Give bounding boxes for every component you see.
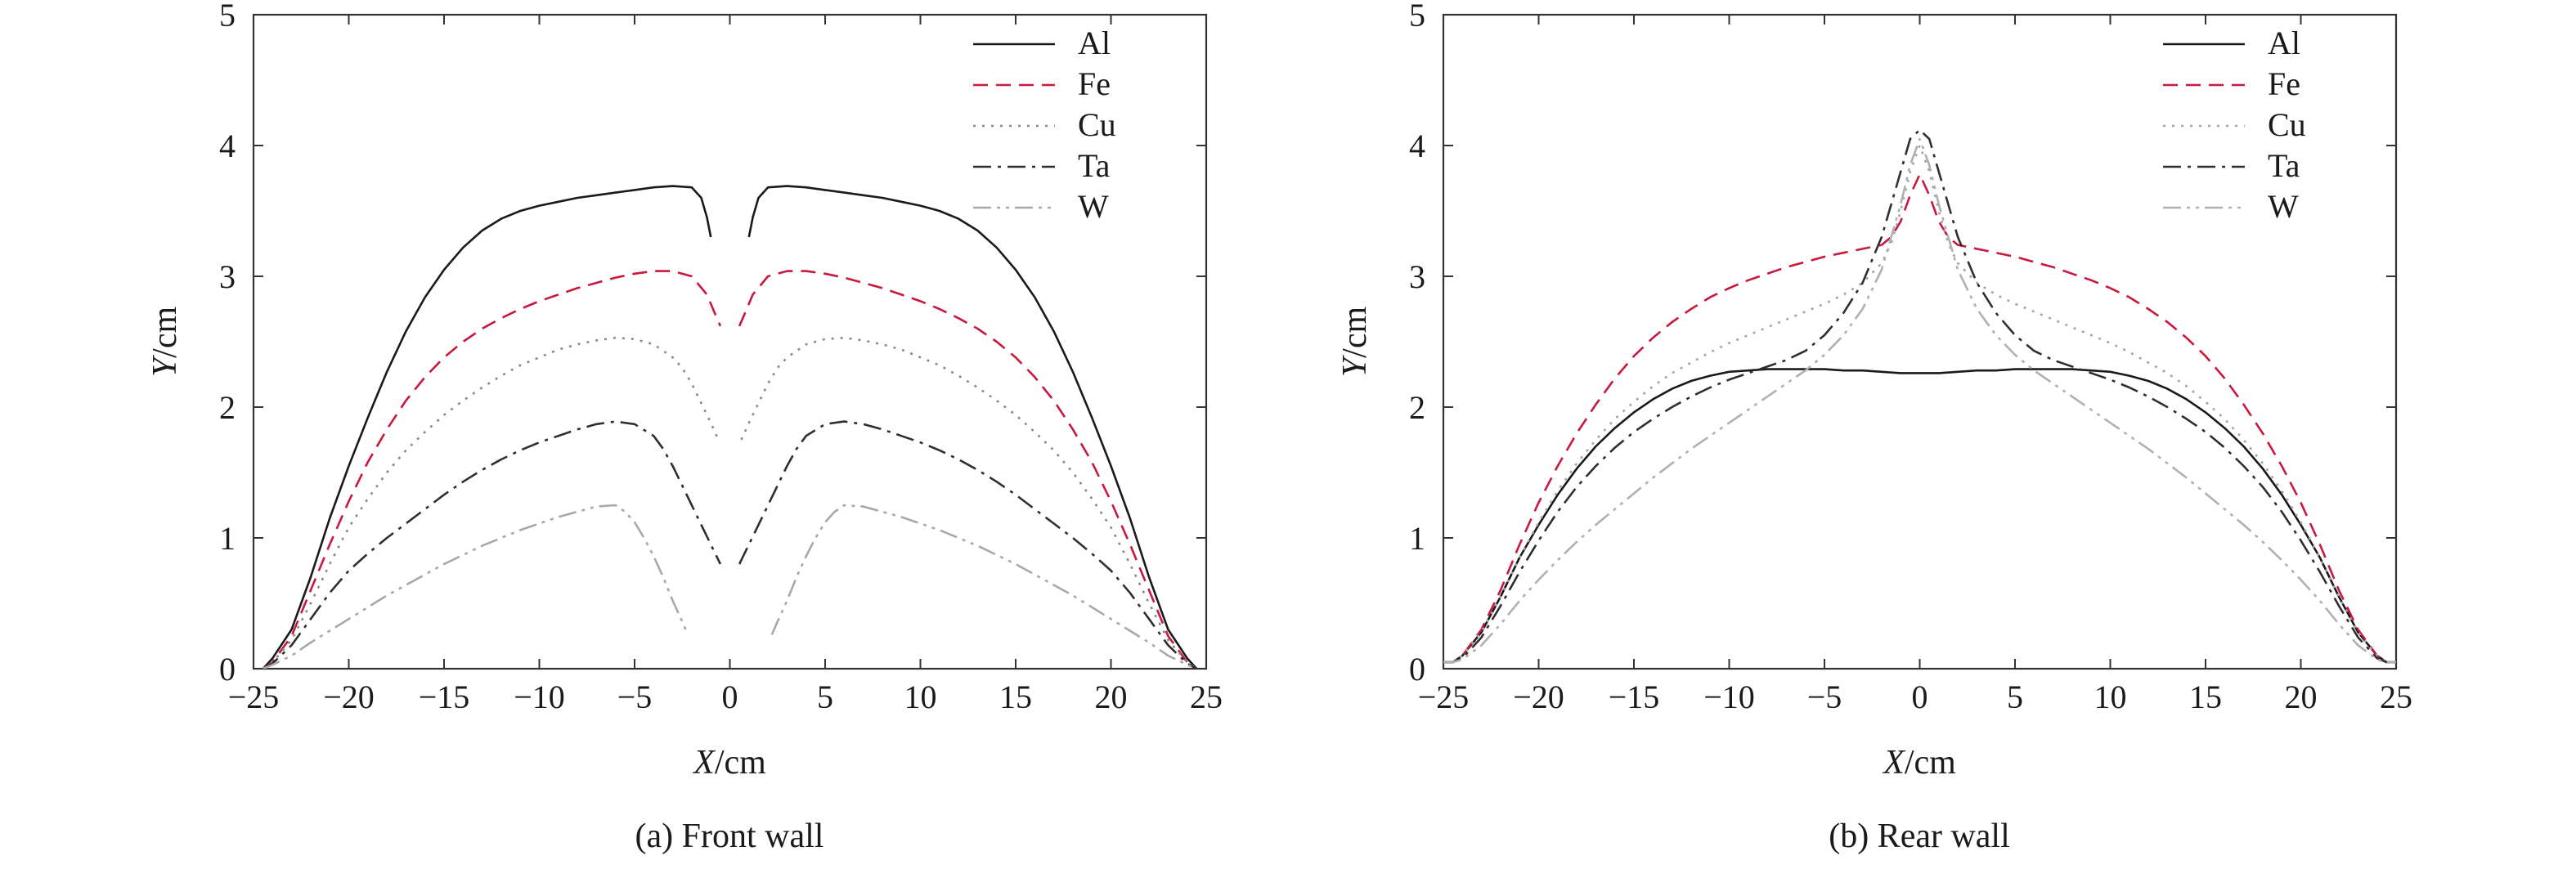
legend-label-ta: Ta xyxy=(2268,147,2300,184)
x-tick-label: −15 xyxy=(1609,679,1660,715)
x-axis-title: X/cm xyxy=(692,744,766,782)
x-axis-var: X xyxy=(1882,744,1906,782)
series-fe xyxy=(1443,172,2396,664)
y-axis-title: Y/cm xyxy=(1336,307,1374,378)
y-tick-label: 4 xyxy=(219,128,236,164)
x-tick-label: 5 xyxy=(2007,679,2023,715)
legend-label-al: Al xyxy=(1078,25,1111,61)
x-tick-label: 15 xyxy=(999,679,1032,715)
x-tick-label: 10 xyxy=(2094,679,2127,715)
series-line-ta xyxy=(262,420,722,669)
series-fe xyxy=(262,270,1198,669)
y-tick-label: 3 xyxy=(1409,258,1425,295)
series-line-al xyxy=(747,185,1198,669)
plot-frame xyxy=(1442,13,2398,670)
x-tick-label: 10 xyxy=(904,679,937,715)
series-cu xyxy=(1443,144,2396,664)
series-w xyxy=(1443,137,2396,664)
x-tick-label: −10 xyxy=(1703,679,1755,715)
y-tick-label: 3 xyxy=(219,258,236,295)
series-line-fe xyxy=(738,270,1198,669)
series-w xyxy=(263,504,1197,669)
legend-label-w: W xyxy=(1078,188,1109,225)
y-tick-label: 5 xyxy=(219,0,236,34)
series-line-ta xyxy=(1443,128,2396,664)
x-tick-label: 5 xyxy=(817,679,833,715)
legend-label-w: W xyxy=(2268,188,2299,225)
x-tick-label: 20 xyxy=(1095,679,1128,715)
x-tick-label: 15 xyxy=(2189,679,2222,715)
y-axis-var: Y xyxy=(1336,354,1374,377)
x-tick-label: 25 xyxy=(1190,679,1223,715)
y-tick-label: 0 xyxy=(1409,651,1425,688)
x-axis-unit: /cm xyxy=(1905,744,1956,782)
x-tick-label: −20 xyxy=(1513,679,1564,715)
legend-label-fe: Fe xyxy=(2268,65,2300,102)
series-line-w xyxy=(1443,137,2396,664)
x-tick-label: 25 xyxy=(2380,679,2412,715)
x-tick-label: −5 xyxy=(1807,679,1842,715)
y-tick-label: 2 xyxy=(1409,389,1425,426)
panel-rear-wall: −25 −20 −15 −10 −5 0 5 10 15 20 25012345X/cmY/cm(b… xyxy=(1336,0,2412,855)
series-line-w xyxy=(770,504,1197,669)
panel-caption: (a) Front wall xyxy=(635,817,824,855)
legend-label-cu: Cu xyxy=(1078,106,1116,143)
x-tick-label: −25 xyxy=(1418,679,1470,715)
series-line-cu xyxy=(262,336,720,669)
legend-label-cu: Cu xyxy=(2268,106,2306,143)
x-tick-label: 0 xyxy=(722,679,738,715)
x-axis-unit: /cm xyxy=(715,744,766,782)
x-axis-var: X xyxy=(692,744,716,782)
y-tick-label: 0 xyxy=(219,651,236,688)
y-tick-label: 1 xyxy=(219,520,236,557)
series-line-fe xyxy=(1443,172,2396,664)
series-line-w xyxy=(263,504,689,669)
x-tick-label: 20 xyxy=(2285,679,2318,715)
x-tick-label: −5 xyxy=(617,679,653,715)
x-tick-label: 0 xyxy=(1912,679,1928,715)
series-line-ta xyxy=(738,420,1197,669)
x-tick-label: −15 xyxy=(419,679,470,715)
y-tick-label: 4 xyxy=(1409,128,1425,164)
series-line-al xyxy=(262,185,712,669)
x-axis-title: X/cm xyxy=(1882,744,1956,782)
series-ta xyxy=(262,420,1197,669)
legend-label-al: Al xyxy=(2268,25,2300,61)
x-tick-label: −20 xyxy=(323,679,375,715)
y-tick-label: 2 xyxy=(219,389,236,426)
series-line-cu xyxy=(1443,144,2396,664)
y-tick-label: 5 xyxy=(1409,0,1425,34)
series-cu xyxy=(262,336,1198,669)
y-axis-unit: /cm xyxy=(146,307,184,358)
y-axis-var: Y xyxy=(146,354,184,377)
y-tick-label: 1 xyxy=(1409,520,1425,557)
y-axis-unit: /cm xyxy=(1336,307,1374,358)
series-line-cu xyxy=(740,336,1198,669)
series-line-fe xyxy=(262,270,722,669)
panel-caption: (b) Rear wall xyxy=(1829,817,2010,855)
series-al xyxy=(1443,368,2396,664)
plot-frame xyxy=(252,13,1208,670)
x-tick-label: −25 xyxy=(228,679,280,715)
y-axis-title: Y/cm xyxy=(146,307,184,378)
legend-label-ta: Ta xyxy=(1078,147,1111,184)
series-al xyxy=(262,185,1198,669)
series-ta xyxy=(1443,128,2396,664)
series-line-al xyxy=(1443,368,2396,664)
x-tick-label: −10 xyxy=(514,679,565,715)
legend-label-fe: Fe xyxy=(1078,65,1111,102)
panel-front-wall: −25 −20 −15 −10 −5 0 5 10 15 20 25012345X/cmY/cm(a… xyxy=(146,0,1223,855)
